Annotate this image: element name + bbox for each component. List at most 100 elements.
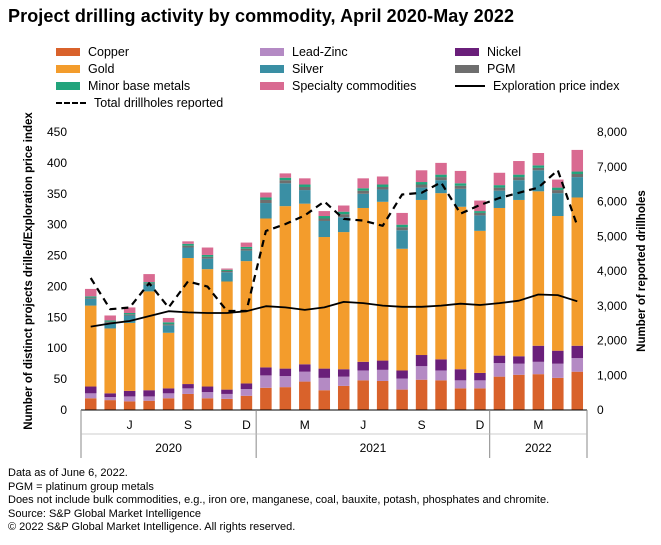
bar-silver <box>201 258 214 270</box>
bar-lead-zinc <box>143 396 155 401</box>
bar-minor-base-metals <box>182 243 194 246</box>
bar-gold <box>357 207 369 362</box>
line-exploration-price-index <box>90 293 578 328</box>
chart: 0 50 100 150 200 250 300 350 400 450 0 1,000 2,000 3,… <box>23 112 648 458</box>
bar-specialty-commodities <box>337 205 350 212</box>
bar-nickel <box>240 383 253 389</box>
legend-item-gold: Gold <box>56 61 114 77</box>
bar-specialty-commodities <box>318 211 331 217</box>
bar-lead-zinc <box>299 371 311 382</box>
bar-specialty-commodities <box>474 200 486 212</box>
bar-specialty-commodities <box>435 162 447 175</box>
bar-pgm <box>513 177 525 181</box>
bar-copper <box>240 395 253 410</box>
bar-minor-base-metals <box>513 174 525 178</box>
bar-silver <box>123 315 136 323</box>
bar-copper <box>123 401 136 410</box>
chart-title: Project drilling activity by commodity, … <box>8 6 515 26</box>
bar-silver <box>240 250 253 262</box>
bar-copper <box>435 380 447 410</box>
bar-pgm <box>337 214 350 218</box>
bar-specialty-commodities <box>299 178 311 185</box>
bar-copper <box>279 387 292 410</box>
y-tick-label: 300 <box>47 218 67 232</box>
bar-minor-base-metals <box>299 184 311 187</box>
legend-label: Gold <box>88 62 115 76</box>
legend-label: Minor base metals <box>88 79 191 93</box>
bar-pgm <box>376 186 389 190</box>
legend-item-minor-base-metals: Minor base metals <box>56 78 190 94</box>
bar-gold <box>240 261 253 384</box>
bar-lead-zinc <box>357 370 369 381</box>
bar-pgm <box>201 256 214 259</box>
x-tick-label: S <box>418 418 426 432</box>
bar-minor-base-metals <box>84 296 97 298</box>
bar-gold <box>396 248 408 371</box>
legend-marker <box>56 48 80 56</box>
bar-nickel <box>513 356 525 364</box>
bar-gold <box>299 203 311 365</box>
bar-copper <box>532 374 545 410</box>
legend-label: Nickel <box>487 45 522 59</box>
bar-silver <box>104 322 116 329</box>
bar-silver <box>376 189 389 202</box>
legend-label: PGM <box>487 62 516 76</box>
bar-nickel <box>318 368 331 378</box>
y-tick-label: 150 <box>47 310 67 324</box>
x-tick-label: J <box>127 418 133 432</box>
bar-silver <box>552 193 564 217</box>
bar-lead-zinc <box>435 370 447 381</box>
year-label: 2021 <box>360 441 387 455</box>
y2-tick-label: 5,000 <box>597 229 627 243</box>
bar-gold <box>182 258 194 385</box>
footer-note: PGM = platinum group metals <box>8 480 154 493</box>
footer-notes: Data as of June 6, 2022. PGM = platinum … <box>8 467 549 535</box>
bar-gold <box>337 232 350 370</box>
bar-lead-zinc <box>123 396 136 402</box>
bar-pgm <box>221 271 233 273</box>
bar-minor-base-metals <box>104 320 116 322</box>
footer-note: Does not include bulk commodities, e.g.,… <box>8 494 550 507</box>
legend-item-copper: Copper <box>56 44 129 60</box>
bar-minor-base-metals <box>318 216 331 219</box>
bar-silver <box>532 170 545 192</box>
bar-pgm <box>474 212 486 216</box>
footer-note: Source: S&P Global Market Intelligence <box>8 507 202 520</box>
bar-nickel <box>396 370 408 379</box>
legend-label: Copper <box>88 45 129 59</box>
bar-nickel <box>143 390 155 397</box>
bar-copper <box>260 387 272 410</box>
bar-pgm <box>240 248 253 251</box>
bar-copper <box>376 380 389 410</box>
bar-minor-base-metals <box>474 211 486 213</box>
bar-nickel <box>260 367 272 376</box>
bar-gold <box>318 237 331 369</box>
legend-marker <box>455 65 479 73</box>
bar-silver <box>571 177 584 198</box>
line-total-drillholes-reported <box>89 169 579 313</box>
bar-silver <box>182 247 194 259</box>
bar-copper <box>182 393 194 410</box>
bar-copper <box>513 374 525 410</box>
bar-silver <box>143 284 155 292</box>
bar-pgm <box>123 314 136 316</box>
bar-specialty-commodities <box>221 268 233 270</box>
legend-marker <box>260 82 284 90</box>
bar-lead-zinc <box>279 376 292 388</box>
bar-minor-base-metals <box>552 187 564 191</box>
legend-label: Exploration price index <box>493 79 620 93</box>
bar-nickel <box>337 369 350 377</box>
bar-gold <box>260 218 272 368</box>
y-tick-label: 450 <box>47 125 67 139</box>
bar-gold <box>221 281 233 390</box>
bar-minor-base-metals <box>260 197 272 200</box>
year-label: 2022 <box>525 441 552 455</box>
bar-pgm <box>571 174 584 178</box>
y-axis-title: Number of distinct projects drilled/Expl… <box>23 112 35 430</box>
bar-minor-base-metals <box>337 211 350 215</box>
bar-specialty-commodities <box>162 317 175 323</box>
bar-copper <box>201 398 214 410</box>
bar-specialty-commodities <box>143 274 155 283</box>
bar-specialty-commodities <box>260 192 272 198</box>
legend-item-nickel: Nickel <box>455 44 521 60</box>
